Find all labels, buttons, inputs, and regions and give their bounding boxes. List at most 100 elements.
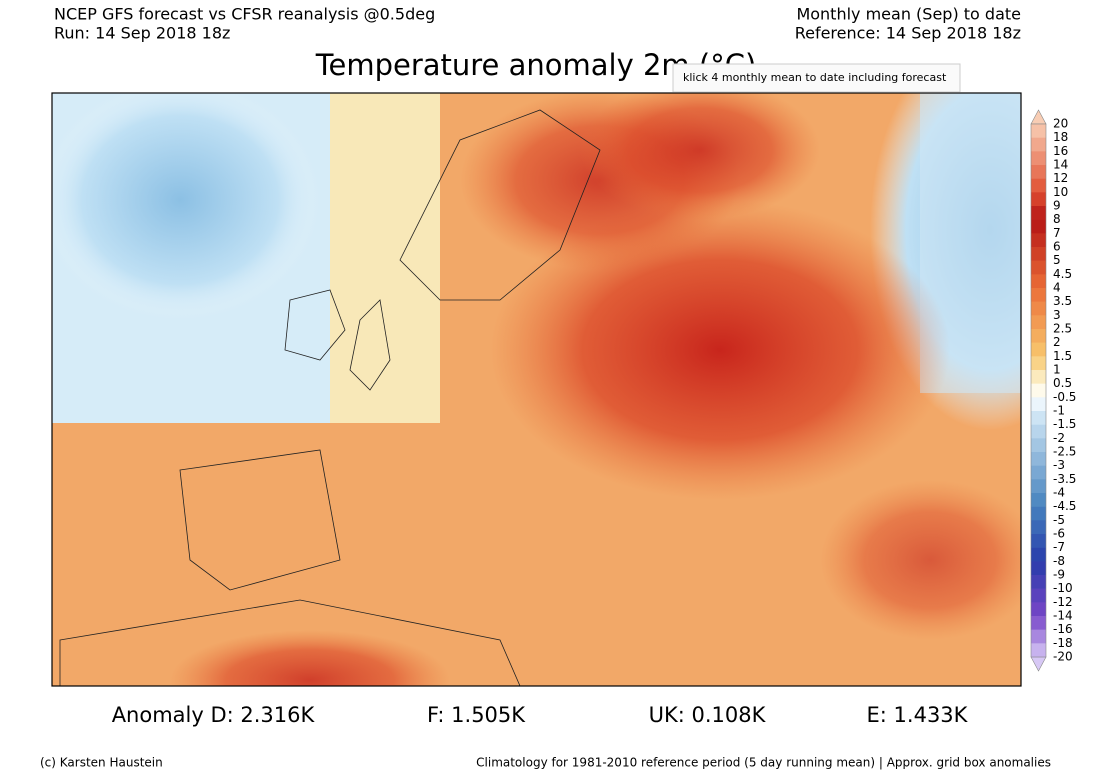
colorbar-segment [1031,233,1046,248]
header-left: NCEP GFS forecast vs CFSR reanalysis @0.… [54,5,435,24]
colorbar-segment [1031,124,1046,138]
colorbar-label: -6 [1053,527,1065,541]
colorbar-label: 10 [1053,185,1068,199]
colorbar-segment [1031,438,1046,453]
colorbar-label: -0.5 [1053,390,1076,404]
colorbar-label: -2 [1053,431,1065,445]
colorbar-label: 2.5 [1053,322,1072,336]
colorbar-label: -2.5 [1053,445,1076,459]
colorbar-label: -14 [1053,609,1073,623]
colorbar-label: -4.5 [1053,499,1076,513]
colorbar-label: 1.5 [1053,349,1072,363]
colorbar-segment [1031,465,1046,480]
colorbar-segment [1031,301,1046,316]
stat: F: 1.505K [427,703,526,727]
colorbar-label: -7 [1053,540,1065,554]
colorbar-segment [1031,288,1046,302]
map [52,93,1021,686]
footer-right: Climatology for 1981-2010 reference peri… [476,756,1051,770]
header-right: Monthly mean (Sep) to date [796,5,1021,24]
colorbar-label: 5 [1053,253,1061,267]
colorbar-segment [1031,520,1046,535]
header: NCEP GFS forecast vs CFSR reanalysis @0.… [54,5,1021,43]
colorbar-segment [1031,206,1046,220]
colorbar-segment [1031,329,1046,343]
colorbar-segment [1031,192,1046,207]
colorbar-label: -1 [1053,404,1065,418]
colorbar-segment [1031,151,1046,166]
colorbar-arrow [1030,109,1047,125]
stat: Anomaly D: 2.316K [112,703,316,727]
colorbar-arrow [1030,656,1047,672]
header-left: Run: 14 Sep 2018 18z [54,24,230,43]
colorbar-label: -10 [1053,581,1073,595]
colorbar-segment [1031,274,1046,289]
tooltip-box [672,63,961,93]
colorbar-label: 18 [1053,130,1068,144]
colorbar-segment [1031,315,1046,330]
colorbar-segment [1031,342,1046,357]
colorbar-segment [1031,452,1046,466]
colorbar-segment [1031,616,1046,630]
colorbar-label: 14 [1053,158,1068,172]
colorbar-segment [1031,643,1046,658]
tooltip-text: klick 4 monthly mean to date including f… [683,71,947,84]
colorbar-segment [1031,165,1046,179]
colorbar-label: 12 [1053,171,1068,185]
colorbar-label: -3.5 [1053,472,1076,486]
colorbar-label: 20 [1053,117,1068,131]
colorbar-label: -18 [1053,636,1073,650]
colorbar-label: -8 [1053,554,1065,568]
colorbar-label: 2 [1053,335,1061,349]
coastline [59,109,601,686]
stats: Anomaly D: 2.316K F: 1.505K UK: 0.108K E… [112,703,969,727]
colorbar-label: -3 [1053,458,1065,472]
colorbar-segment [1031,561,1046,576]
colorbar-frame [1030,123,1047,658]
colorbar-label: 16 [1053,144,1068,158]
colorbar-segment [1031,575,1046,589]
stat: UK: 0.108K [649,703,767,727]
colorbar-segment [1031,506,1046,521]
colorbar-label: -16 [1053,622,1073,636]
colorbar-segment [1031,383,1046,398]
colorbar-segment [1031,178,1046,193]
colorbar-segment [1031,219,1046,234]
colorbar-label: 8 [1053,212,1061,226]
colorbar-label: 1 [1053,363,1061,377]
header-right: Reference: 14 Sep 2018 18z [795,24,1021,43]
colorbar-segment [1031,260,1046,275]
colorbar-segment [1031,370,1046,384]
colorbar-label: -20 [1053,650,1073,664]
map-frame [51,92,1022,687]
colorbar-label: -9 [1053,568,1065,582]
colorbar-segment [1031,411,1046,425]
colorbar-segment [1031,247,1046,261]
colorbar-segment [1031,602,1046,617]
tooltip: klick 4 monthly mean to date including f… [672,63,961,93]
footer-left: (c) Karsten Haustein [40,756,163,770]
colorbar-segment [1031,629,1046,644]
colorbar-label: -4 [1053,486,1065,500]
colorbar-segment [1031,493,1046,507]
colorbar-segment [1031,479,1046,494]
colorbar: 201816141210987654.543.532.521.510.5-0.5… [1030,109,1076,672]
colorbar-label: -1.5 [1053,417,1076,431]
colorbar-segment [1031,356,1046,371]
colorbar-segment [1031,534,1046,548]
colorbar-segment [1031,424,1046,439]
colorbar-label: 4.5 [1053,267,1072,281]
colorbar-label: 3.5 [1053,294,1072,308]
colorbar-label: 3 [1053,308,1061,322]
colorbar-label: -5 [1053,513,1065,527]
colorbar-segment [1031,547,1046,562]
colorbar-label: 6 [1053,240,1061,254]
colorbar-segment [1031,588,1046,603]
colorbar-segment [1031,397,1046,412]
stat: E: 1.433K [867,703,969,727]
colorbar-segment [1031,137,1046,152]
colorbar-label: 4 [1053,281,1061,295]
colorbar-label: 7 [1053,226,1061,240]
colorbar-label: 0.5 [1053,376,1072,390]
